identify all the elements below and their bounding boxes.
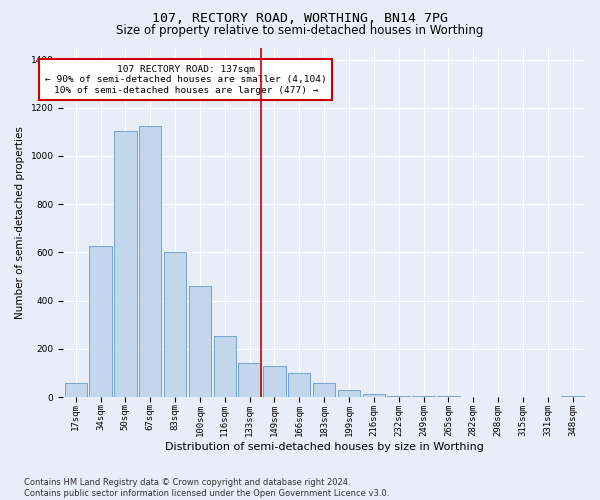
Bar bbox=[164, 252, 186, 397]
Bar bbox=[437, 396, 460, 397]
Bar bbox=[313, 383, 335, 397]
Bar bbox=[139, 126, 161, 397]
Bar bbox=[562, 396, 584, 397]
Bar bbox=[362, 394, 385, 397]
Text: 107, RECTORY ROAD, WORTHING, BN14 7PG: 107, RECTORY ROAD, WORTHING, BN14 7PG bbox=[152, 12, 448, 26]
Bar bbox=[214, 336, 236, 397]
Bar bbox=[412, 396, 434, 397]
Bar bbox=[89, 246, 112, 397]
Bar bbox=[288, 373, 310, 397]
Text: 107 RECTORY ROAD: 137sqm
← 90% of semi-detached houses are smaller (4,104)
10% o: 107 RECTORY ROAD: 137sqm ← 90% of semi-d… bbox=[45, 65, 327, 95]
Bar bbox=[338, 390, 360, 397]
Bar bbox=[238, 364, 261, 397]
X-axis label: Distribution of semi-detached houses by size in Worthing: Distribution of semi-detached houses by … bbox=[165, 442, 484, 452]
Bar bbox=[263, 366, 286, 397]
Text: Contains HM Land Registry data © Crown copyright and database right 2024.
Contai: Contains HM Land Registry data © Crown c… bbox=[24, 478, 389, 498]
Text: Size of property relative to semi-detached houses in Worthing: Size of property relative to semi-detach… bbox=[116, 24, 484, 37]
Bar bbox=[189, 286, 211, 397]
Bar bbox=[114, 130, 137, 397]
Y-axis label: Number of semi-detached properties: Number of semi-detached properties bbox=[15, 126, 25, 318]
Bar bbox=[388, 396, 410, 397]
Bar bbox=[65, 382, 87, 397]
